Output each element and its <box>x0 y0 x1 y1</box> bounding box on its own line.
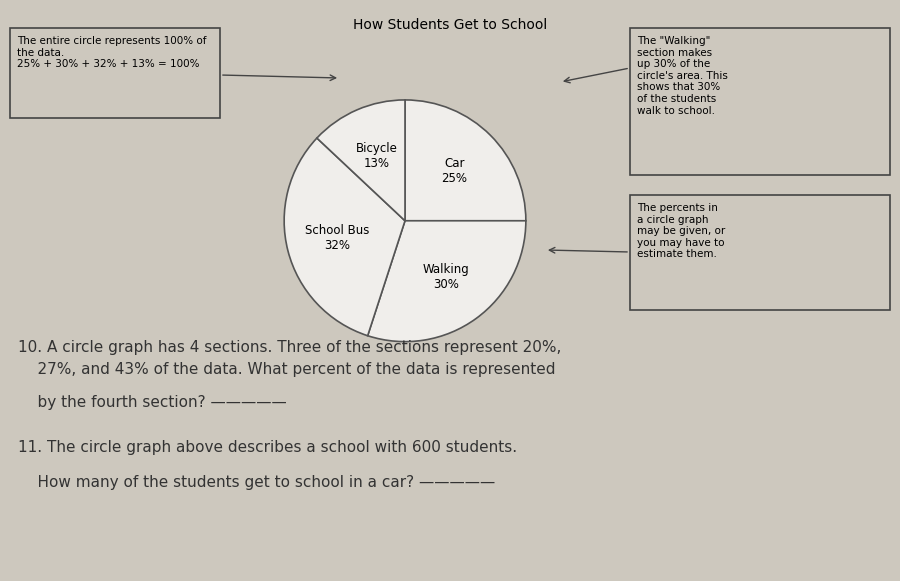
Wedge shape <box>405 100 526 221</box>
Text: Walking
30%: Walking 30% <box>423 264 470 292</box>
Text: by the fourth section? —————: by the fourth section? ————— <box>18 395 287 410</box>
Text: Car
25%: Car 25% <box>442 157 468 185</box>
Text: The entire circle represents 100% of
the data.
25% + 30% + 32% + 13% = 100%: The entire circle represents 100% of the… <box>17 36 206 69</box>
Text: 11. The circle graph above describes a school with 600 students.: 11. The circle graph above describes a s… <box>18 440 518 455</box>
Text: How Students Get to School: How Students Get to School <box>353 18 547 32</box>
Bar <box>10 28 220 118</box>
Text: 27%, and 43% of the data. What percent of the data is represented: 27%, and 43% of the data. What percent o… <box>18 362 555 377</box>
Text: Bicycle
13%: Bicycle 13% <box>356 142 398 170</box>
Text: School Bus
32%: School Bus 32% <box>305 224 369 252</box>
Text: How many of the students get to school in a car? —————: How many of the students get to school i… <box>18 475 495 490</box>
Bar <box>630 195 890 310</box>
Text: 10. A circle graph has 4 sections. Three of the sections represent 20%,: 10. A circle graph has 4 sections. Three… <box>18 340 562 355</box>
Wedge shape <box>284 138 405 336</box>
Text: The percents in
a circle graph
may be given, or
you may have to
estimate them.: The percents in a circle graph may be gi… <box>637 203 725 259</box>
Text: The "Walking"
section makes
up 30% of the
circle's area. This
shows that 30%
of : The "Walking" section makes up 30% of th… <box>637 36 728 116</box>
Wedge shape <box>368 221 526 342</box>
Wedge shape <box>317 100 405 221</box>
Bar <box>630 28 890 175</box>
